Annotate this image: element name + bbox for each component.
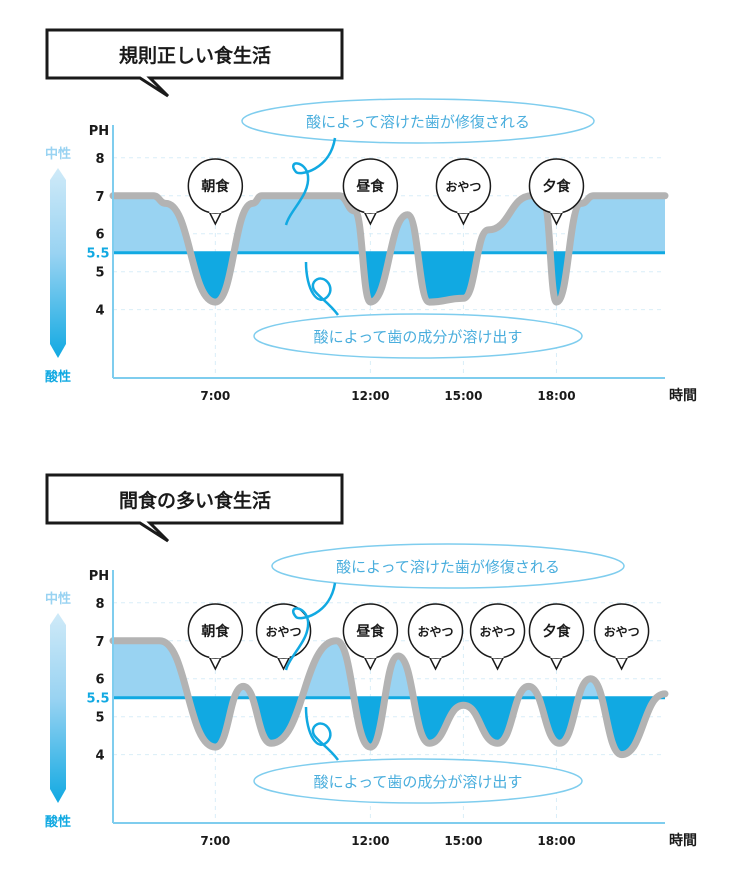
dissolve-pointer [304, 706, 340, 761]
title-callout-frame [45, 28, 344, 98]
y-tick-label: 4 [95, 304, 104, 319]
meal-bubble-join [364, 653, 377, 658]
meal-bubble-join [615, 653, 628, 658]
neutral-label: 中性 [45, 591, 71, 607]
dissolve-pointer [304, 261, 340, 316]
meal-label: おやつ [418, 625, 454, 639]
meal-label: 朝食 [201, 623, 230, 640]
meal-label: 夕食 [542, 623, 571, 640]
x-tick-label: 12:00 [351, 389, 389, 403]
repair-caption: 酸によって溶けた歯が修復される [306, 113, 530, 131]
meal-bubble-join [550, 208, 563, 213]
meal-bubble: おやつ [407, 603, 464, 671]
repair-caption-group: 酸によって溶けた歯が修復される [271, 543, 625, 589]
chart-panel-snacking: 間食の多い食生活中性酸性 PH 時間 8 7 6 5 4 5.5 7:00 12:00 15:00 18… [0, 445, 732, 890]
ph-curve [109, 192, 669, 306]
x-tick-label: 12:00 [351, 834, 389, 848]
y-tick-label: 6 [95, 673, 104, 688]
ph-curve [109, 637, 669, 759]
threshold-label: 5.5 [86, 692, 109, 707]
repair-caption-group: 酸によって溶けた歯が修復される [241, 98, 595, 144]
repair-caption-bubble [271, 543, 625, 589]
neutral-area [113, 195, 665, 253]
dissolve-caption-bubble [253, 313, 583, 359]
ph-scale-arrow [50, 613, 66, 803]
y-tick-label: 7 [95, 190, 104, 205]
meal-bubble-join [364, 208, 377, 213]
meal-bubble: おやつ [435, 158, 492, 226]
y-tick-label: 6 [95, 228, 104, 243]
acid-label: 酸性 [45, 369, 71, 385]
meal-label: 昼食 [356, 178, 385, 195]
ph-scale-arrow [50, 168, 66, 358]
meal-label: おやつ [480, 625, 516, 639]
y-tick-label: 5 [95, 711, 104, 726]
meal-bubble: おやつ [255, 603, 312, 671]
meal-label: おやつ [445, 180, 481, 194]
meal-bubble: 夕食 [528, 158, 585, 226]
y-tick-label: 8 [95, 597, 104, 612]
acid-label: 酸性 [45, 814, 71, 830]
repair-caption-bubble [241, 98, 595, 144]
title-callout-frame [45, 473, 344, 543]
meal-label: 昼食 [356, 623, 385, 640]
repair-pointer [284, 137, 337, 226]
dissolve-caption: 酸によって歯の成分が溶け出す [314, 328, 523, 346]
meal-bubble-join [457, 208, 470, 213]
meal-bubble: 昼食 [342, 603, 399, 671]
meal-bubble: おやつ [593, 603, 650, 671]
threshold-label: 5.5 [86, 247, 109, 262]
y-tick-label: 5 [95, 266, 104, 281]
x-tick-label: 7:00 [200, 389, 230, 403]
dissolve-caption-group: 酸によって歯の成分が溶け出す [253, 313, 583, 359]
meal-label: おやつ [604, 625, 640, 639]
meal-bubble-join [491, 653, 504, 658]
meal-label: 朝食 [201, 178, 230, 195]
meal-bubble-join [277, 653, 290, 658]
meal-bubble: 昼食 [342, 158, 399, 226]
dissolve-caption-bubble [253, 758, 583, 804]
x-tick-label: 7:00 [200, 834, 230, 848]
x-tick-label: 18:00 [537, 389, 575, 403]
meal-bubble-join [429, 653, 442, 658]
y-tick-label: 8 [95, 152, 104, 167]
meal-label: 夕食 [542, 178, 571, 195]
y-axis-label: PH [89, 124, 109, 139]
repair-caption: 酸によって溶けた歯が修復される [336, 558, 560, 576]
meal-bubble-join [209, 208, 222, 213]
x-tick-label: 18:00 [537, 834, 575, 848]
meal-bubble-join [550, 653, 563, 658]
dissolve-caption: 酸によって歯の成分が溶け出す [314, 773, 523, 791]
x-axis-label: 時間 [669, 832, 697, 849]
meal-bubble-join [209, 653, 222, 658]
x-tick-label: 15:00 [444, 834, 482, 848]
meal-bubble: 朝食 [187, 158, 244, 226]
chart-title: 間食の多い食生活 [119, 489, 271, 512]
x-tick-label: 15:00 [444, 389, 482, 403]
neutral-zone-fill [113, 195, 665, 253]
meal-label: おやつ [266, 625, 302, 639]
title-callout: 規則正しい食生活 [45, 28, 344, 98]
y-tick-label: 4 [95, 749, 104, 764]
neutral-label: 中性 [45, 146, 71, 162]
y-tick-label: 7 [95, 635, 104, 650]
y-axis-label: PH [89, 569, 109, 584]
x-axis-label: 時間 [669, 387, 697, 404]
meal-bubble: 朝食 [187, 603, 244, 671]
repair-pointer [284, 582, 337, 671]
title-callout: 間食の多い食生活 [45, 473, 344, 543]
chart-panel-regular: 規則正しい食生活中性酸性 PH 時間 8 7 6 5 4 5.5 7:00 12:00 15:00 18… [45, 28, 697, 404]
chart-title: 規則正しい食生活 [119, 44, 271, 67]
meal-bubble: おやつ [469, 603, 526, 671]
dissolve-caption-group: 酸によって歯の成分が溶け出す [253, 758, 583, 804]
meal-bubble: 夕食 [528, 603, 585, 671]
